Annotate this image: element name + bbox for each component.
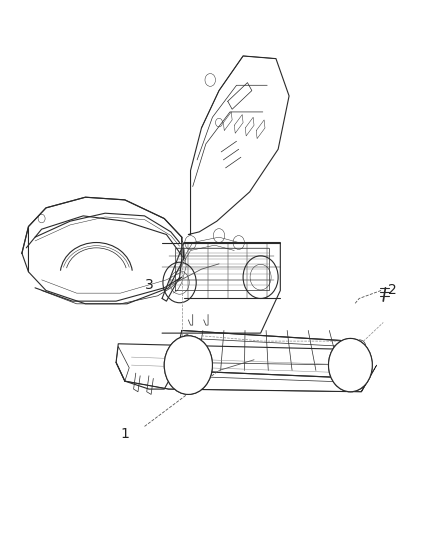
Text: 3: 3: [145, 278, 153, 292]
Text: 1: 1: [120, 427, 129, 441]
Circle shape: [164, 336, 212, 394]
Circle shape: [328, 338, 372, 392]
Text: 2: 2: [388, 284, 396, 297]
